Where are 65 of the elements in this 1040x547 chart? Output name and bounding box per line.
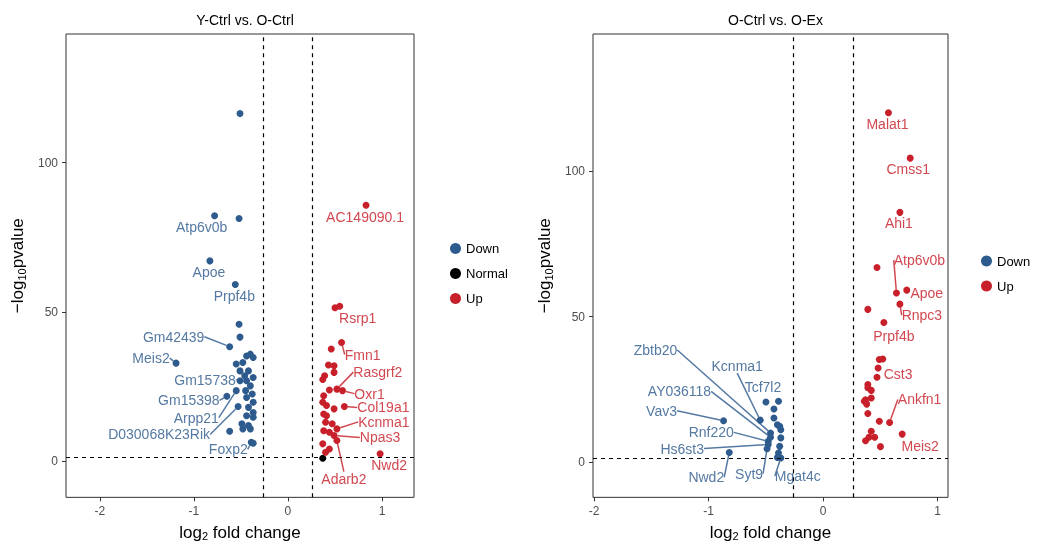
x-tick-label: -1 (188, 504, 200, 519)
data-label: Meis2 (132, 350, 170, 367)
data-label: Nwd2 (371, 456, 408, 473)
data-label: Rnpc3 (901, 307, 943, 324)
data-label: Apoe (192, 263, 226, 280)
legend-label: Up (997, 278, 1014, 294)
data-label: Adarb2 (321, 470, 367, 487)
data-label: Vav3 (646, 402, 678, 419)
x-tick-label: 1 (378, 504, 386, 519)
chart-title: Y-Ctrl vs. O-Ctrl (196, 12, 294, 28)
data-label: Oxr1 (354, 385, 385, 402)
data-label: Rnf220 (688, 424, 734, 441)
y-axis-title: −log10pvalue (8, 218, 28, 314)
data-label: Foxp2 (208, 441, 248, 458)
data-label: Rasgrf2 (353, 364, 403, 381)
x-tick-label: 1 (934, 504, 942, 519)
data-label: Prpf4b (213, 287, 256, 304)
data-label: Gm42439 (142, 328, 205, 345)
legend-label: Up (466, 291, 483, 306)
data-label: Rsrp1 (339, 310, 377, 327)
data-label: Syt9 (735, 465, 764, 482)
data-label: Npas3 (359, 429, 401, 446)
x-axis-title: log2 fold change (179, 523, 301, 543)
data-label: AC149090.1 (326, 209, 405, 226)
data-label: Ahi1 (884, 215, 914, 232)
data-label: Apoe (910, 285, 944, 302)
y-axis-title: −log10pvalue (535, 218, 555, 314)
y-tick-label: 0 (51, 454, 59, 469)
data-label: Cmss1 (886, 161, 931, 178)
data-label: Fmn1 (344, 346, 381, 363)
data-label: Prpf4b (873, 327, 915, 344)
data-label: Ankfn1 (897, 391, 942, 408)
y-tick-label: 100 (564, 163, 586, 178)
x-tick-label: 0 (284, 504, 292, 519)
x-tick-label: 0 (819, 504, 827, 519)
data-label: Hs6st3 (660, 440, 705, 457)
x-tick-label: -2 (588, 504, 600, 519)
data-label: Col19a1 (357, 399, 410, 416)
legend-label: Down (997, 253, 1031, 269)
data-label: D030068K23Rik (108, 426, 212, 443)
data-label: Atp6v0b (893, 252, 946, 269)
data-label: Arpp21 (173, 409, 220, 426)
x-axis-title: log2 fold change (709, 523, 832, 543)
data-label: AY036118 (647, 383, 712, 400)
data-label: Gm15738 (174, 371, 236, 388)
legend-label: Down (466, 241, 500, 256)
data-label: Atp6v0b (175, 218, 228, 235)
x-tick-label: -2 (94, 504, 106, 519)
y-tick-label: 0 (578, 455, 586, 470)
data-label: Malat1 (866, 115, 909, 132)
data-label: Tcf7l2 (744, 379, 782, 396)
y-tick-label: 50 (44, 305, 59, 320)
data-label: Cst3 (883, 365, 913, 382)
y-tick-label: 100 (37, 155, 59, 170)
data-label: Kcnma1 (711, 358, 764, 375)
legend-label: Normal (466, 266, 509, 281)
data-label: Meis2 (901, 438, 940, 455)
y-tick-label: 50 (571, 309, 586, 324)
chart-title: O-Ctrl vs. O-Ex (728, 12, 823, 28)
data-label: Gm15398 (158, 392, 220, 409)
data-label: Nwd2 (688, 469, 725, 486)
data-label: Mgat4c (774, 468, 821, 485)
data-label: Zbtb20 (633, 341, 678, 358)
x-tick-label: -1 (703, 504, 715, 519)
data-label: Kcnma1 (358, 413, 410, 430)
